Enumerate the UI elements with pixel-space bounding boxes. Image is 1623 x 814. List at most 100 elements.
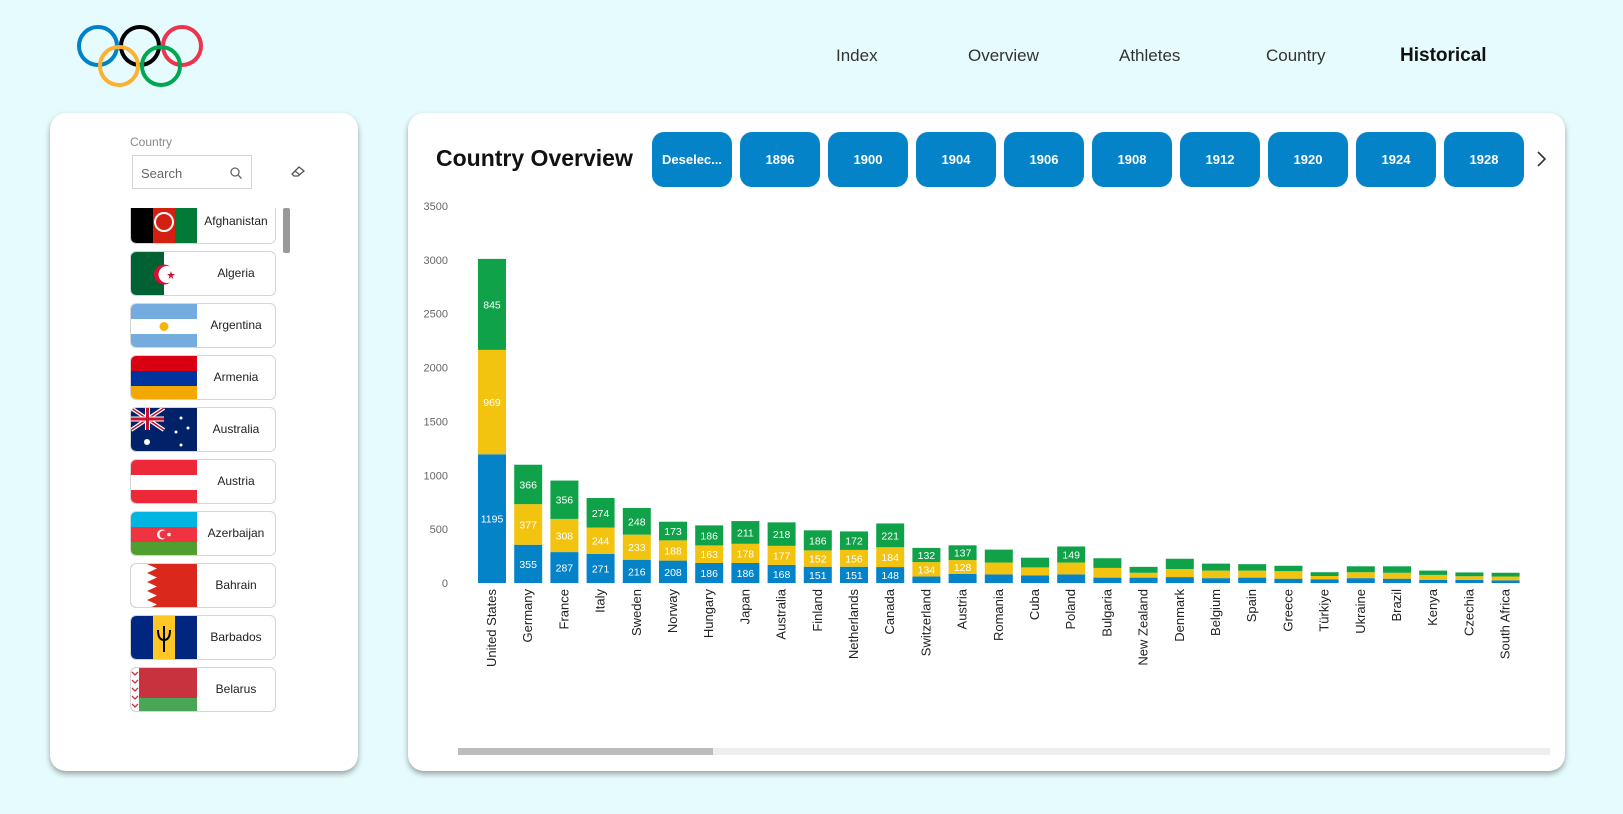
- bar-segment: [1491, 576, 1520, 581]
- nav-index[interactable]: Index: [836, 46, 878, 65]
- data-label: 137: [954, 548, 972, 560]
- flag-barbados-icon: [131, 616, 197, 659]
- bar-segment: [876, 523, 905, 548]
- bar-segment: [1419, 570, 1448, 575]
- x-tick-label: Brazil: [1389, 589, 1404, 622]
- x-tick-label: France: [556, 589, 571, 629]
- data-label: 211: [737, 527, 754, 539]
- country-name: Algeria: [217, 266, 255, 280]
- x-tick-label: Germany: [520, 589, 535, 643]
- x-tick-label: Czechia: [1461, 588, 1476, 636]
- x-tick-label: New Zealand: [1136, 589, 1151, 666]
- x-tick-label: Netherlands: [846, 589, 861, 660]
- data-label: 356: [556, 495, 574, 507]
- bar-segment: [478, 349, 506, 455]
- bar-segment: [1383, 578, 1411, 583]
- chevron-right-icon[interactable]: [1534, 149, 1548, 169]
- bar-segment: [840, 531, 868, 550]
- bar-segment: [1346, 572, 1375, 579]
- bar-segment: [984, 549, 1013, 563]
- list-item-algeria[interactable]: Algeria: [130, 251, 276, 296]
- data-label: 149: [1062, 550, 1080, 562]
- list-item-azerbaijan[interactable]: Azerbaijan: [130, 511, 276, 556]
- list-item-australia[interactable]: Australia: [130, 407, 276, 452]
- chart-card: Country Overview Deselec... 1896 1900 19…: [408, 113, 1565, 771]
- bar-segment: [1274, 565, 1303, 572]
- bar-segment: [912, 547, 941, 563]
- data-label: 151: [845, 570, 863, 582]
- bar-segment: [514, 544, 543, 583]
- bar-segment: [1238, 570, 1267, 578]
- x-tick-label: Romania: [991, 588, 1006, 641]
- data-label: 186: [700, 530, 718, 542]
- search-icon[interactable]: [229, 166, 243, 180]
- year-button-1906[interactable]: 1906: [1004, 132, 1084, 187]
- data-label: 845: [483, 299, 501, 311]
- bar-segment: [1238, 577, 1267, 583]
- bar-segment: [514, 504, 543, 545]
- bar-segment: [1129, 566, 1158, 573]
- country-name: Argentina: [210, 318, 262, 332]
- bar-segment: [1057, 574, 1086, 583]
- year-button-1912[interactable]: 1912: [1180, 132, 1260, 187]
- nav-historical[interactable]: Historical: [1400, 45, 1487, 66]
- bar-segment: [478, 454, 506, 583]
- bar-segment: [984, 562, 1013, 575]
- list-item-belarus[interactable]: Belarus: [130, 667, 276, 712]
- year-button-1900[interactable]: 1900: [828, 132, 908, 187]
- year-button-1904[interactable]: 1904: [916, 132, 996, 187]
- x-tick-label: South Africa: [1498, 588, 1513, 659]
- bar-segment: [586, 527, 615, 554]
- year-button-1924[interactable]: 1924: [1356, 132, 1436, 187]
- list-item-bahrain[interactable]: Bahrain: [130, 563, 276, 608]
- country-name: Australia: [212, 422, 260, 436]
- list-item-argentina[interactable]: Argentina: [130, 303, 276, 348]
- bar-segment: [840, 566, 868, 583]
- list-scrollbar[interactable]: [283, 208, 290, 253]
- nav-athletes[interactable]: Athletes: [1119, 46, 1181, 65]
- year-slicer: Deselec... 1896 1900 1904 1906 1908 1912…: [652, 132, 1532, 188]
- chart-scroll-track[interactable]: [458, 748, 1550, 755]
- nav-country[interactable]: Country: [1266, 46, 1326, 65]
- data-label: 132: [918, 550, 936, 562]
- year-button-1928[interactable]: 1928: [1444, 132, 1524, 187]
- flag-austria-icon: [131, 460, 197, 503]
- nav-overview[interactable]: Overview: [968, 46, 1039, 65]
- list-item-barbados[interactable]: Barbados: [130, 615, 276, 660]
- bar-segment: [984, 574, 1013, 583]
- x-tick-label: Cuba: [1027, 588, 1042, 620]
- bar-segment: [550, 480, 579, 519]
- x-tick-label: Belgium: [1208, 589, 1223, 636]
- x-tick-label: Greece: [1280, 589, 1295, 632]
- x-tick-label: Kenya: [1425, 588, 1440, 626]
- bar-segment: [1093, 567, 1122, 578]
- slicer-label: Country: [130, 135, 173, 149]
- country-name: Belarus: [215, 682, 257, 696]
- list-item-afghanistan[interactable]: Afghanistan: [130, 208, 276, 244]
- data-label: 366: [519, 479, 537, 491]
- bar-segment: [731, 543, 760, 563]
- x-tick-label: United States: [484, 589, 499, 668]
- year-button-1908[interactable]: 1908: [1092, 132, 1172, 187]
- bar-segment: [1383, 566, 1411, 573]
- eraser-icon[interactable]: [290, 163, 306, 179]
- year-button-1920[interactable]: 1920: [1268, 132, 1348, 187]
- data-label: 128: [954, 562, 972, 574]
- data-label: 186: [809, 535, 827, 547]
- bar-segment: [1057, 562, 1086, 575]
- bar-segment: [876, 547, 905, 568]
- list-item-armenia[interactable]: Armenia: [130, 355, 276, 400]
- search-input[interactable]: [141, 163, 231, 183]
- data-label: 156: [845, 553, 863, 565]
- bar-segment: [1383, 572, 1411, 579]
- bar-segment: [1202, 563, 1230, 571]
- data-label: 208: [664, 567, 682, 579]
- data-label: 248: [628, 516, 646, 528]
- list-item-austria[interactable]: Austria: [130, 459, 276, 504]
- y-tick-label: 1000: [424, 470, 448, 482]
- year-button-deselect[interactable]: Deselec...: [652, 132, 732, 187]
- chart-scrollbar-thumb[interactable]: [458, 748, 713, 755]
- year-button-1896[interactable]: 1896: [740, 132, 820, 187]
- flag-armenia-icon: [131, 356, 197, 399]
- olympic-rings-icon: [77, 25, 203, 87]
